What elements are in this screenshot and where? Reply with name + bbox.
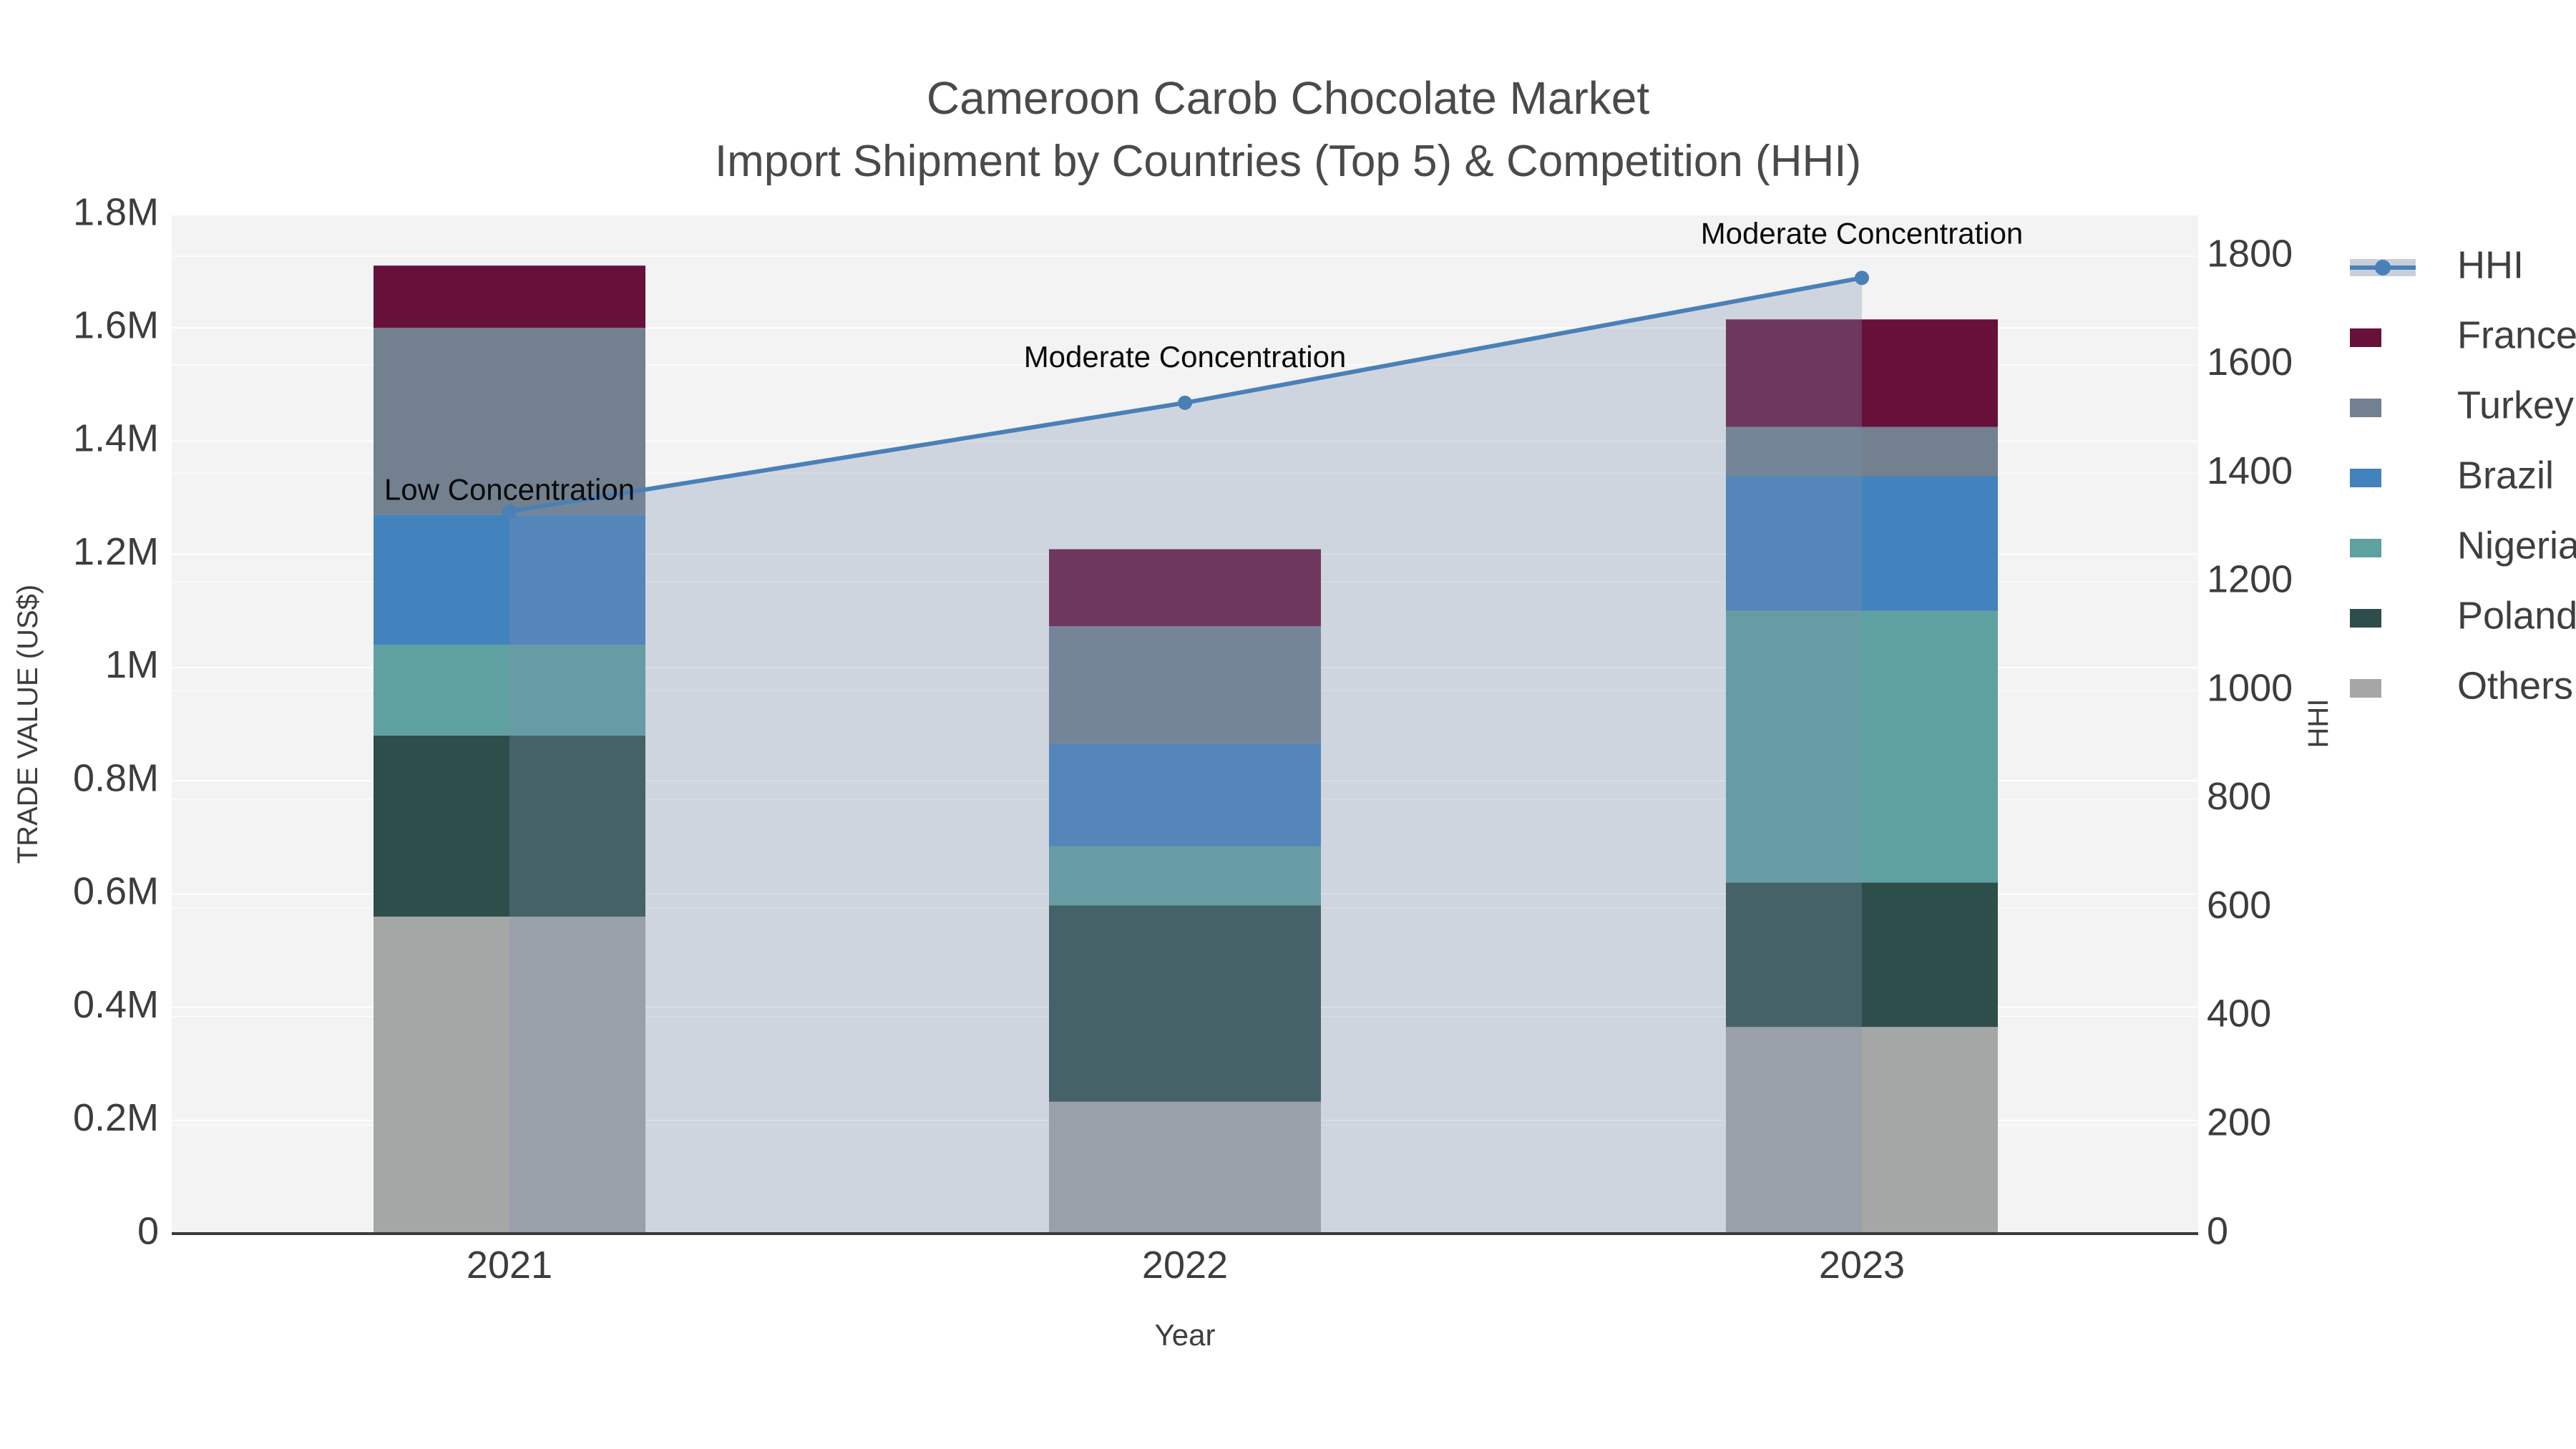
y-right-tick-label: 1800 xyxy=(2207,232,2293,275)
legend-swatch-turkey xyxy=(2350,399,2381,417)
legend-item-poland[interactable]: Poland xyxy=(2350,594,2576,637)
legend-label: Nigeria xyxy=(2457,524,2576,567)
legend-swatch-others xyxy=(2350,679,2381,698)
legend-label: Turkey xyxy=(2457,384,2574,426)
y-left-tick-label: 1.8M xyxy=(73,190,159,233)
y-right-axis-title: HHI xyxy=(2303,699,2334,748)
bar-segment-others-2022[interactable] xyxy=(1049,1101,1321,1234)
legend-swatch-poland xyxy=(2350,609,2381,628)
y-left-tick-label: 1.4M xyxy=(73,417,159,460)
legend-swatch-france xyxy=(2350,328,2381,347)
bar-segment-france-2021[interactable] xyxy=(374,265,645,328)
bar-segment-brazil-2023[interactable] xyxy=(1726,476,1998,611)
hhi-point-2023[interactable] xyxy=(1855,270,1869,286)
legend-label: Others xyxy=(2457,664,2573,707)
legend-item-brazil[interactable]: Brazil xyxy=(2350,454,2554,497)
y-left-axis-title: TRADE VALUE (US$) xyxy=(12,585,44,864)
y-left-tick-label: 1.2M xyxy=(73,530,159,573)
annotation-2023: Moderate Concentration xyxy=(1701,216,2024,250)
chart-title: Cameroon Carob Chocolate Market xyxy=(926,72,1650,124)
y-right-tick-label: 1200 xyxy=(2207,558,2293,601)
bar-segment-france-2023[interactable] xyxy=(1726,319,1998,427)
x-axis-title: Year xyxy=(1155,1318,1216,1352)
y-left-tick-label: 0 xyxy=(137,1209,159,1252)
x-tick-label-2022: 2022 xyxy=(1142,1244,1228,1287)
chart-subtitle: Import Shipment by Countries (Top 5) & C… xyxy=(714,137,1862,186)
bar-segment-turkey-2022[interactable] xyxy=(1049,626,1321,743)
legend-item-turkey[interactable]: Turkey xyxy=(2350,384,2574,426)
legend-label: Brazil xyxy=(2457,454,2554,497)
annotation-2021: Low Concentration xyxy=(384,473,635,507)
y-left-tick-label: 1.6M xyxy=(73,303,159,346)
legend-item-nigeria[interactable]: Nigeria xyxy=(2350,524,2576,567)
y-left-tick-label: 0.8M xyxy=(73,756,159,799)
y-left-tick-label: 1M xyxy=(105,643,159,686)
y-right-tick-label: 800 xyxy=(2207,775,2271,818)
y-right-tick-label: 1400 xyxy=(2207,449,2293,492)
bar-segment-nigeria-2021[interactable] xyxy=(374,645,645,736)
legend-swatch-brazil xyxy=(2350,469,2381,487)
y-left-tick-label: 0.4M xyxy=(73,983,159,1026)
legend-swatch-nigeria xyxy=(2350,539,2381,557)
annotation-2022: Moderate Concentration xyxy=(1024,340,1347,374)
y-right-tick-label: 600 xyxy=(2207,884,2271,927)
y-right-tick-label: 200 xyxy=(2207,1101,2271,1143)
legend-item-france[interactable]: France xyxy=(2350,313,2576,356)
legend-item-hhi[interactable]: HHI xyxy=(2350,243,2524,286)
legend-label: HHI xyxy=(2457,243,2524,286)
bar-segment-others-2023[interactable] xyxy=(1726,1027,1998,1234)
bar-segment-turkey-2023[interactable] xyxy=(1726,426,1998,477)
bar-segment-nigeria-2022[interactable] xyxy=(1049,846,1321,906)
y-right-tick-label: 400 xyxy=(2207,992,2271,1035)
hhi-area-fill xyxy=(509,278,1862,1234)
bar-segment-turkey-2021[interactable] xyxy=(374,328,645,515)
legend-label: France xyxy=(2457,313,2576,356)
bar-segment-poland-2023[interactable] xyxy=(1726,882,1998,1028)
x-tick-label-2023: 2023 xyxy=(1819,1244,1905,1287)
bar-segment-brazil-2021[interactable] xyxy=(374,514,645,645)
bar-segment-poland-2022[interactable] xyxy=(1049,905,1321,1102)
y-right-tick-label: 1600 xyxy=(2207,341,2293,384)
x-tick-label-2021: 2021 xyxy=(467,1244,552,1287)
bar-segment-poland-2021[interactable] xyxy=(374,735,645,917)
y-right-tick-label: 0 xyxy=(2207,1209,2228,1252)
legend-label: Poland xyxy=(2457,594,2576,637)
y-left-tick-label: 0.2M xyxy=(73,1096,159,1139)
legend-item-others[interactable]: Others xyxy=(2350,664,2573,707)
hhi-point-2022[interactable] xyxy=(1178,395,1192,410)
bar-segment-brazil-2022[interactable] xyxy=(1049,743,1321,847)
bar-segment-france-2022[interactable] xyxy=(1049,549,1321,627)
legend-hhi-marker-icon xyxy=(2375,260,2391,275)
hhi-point-2021[interactable] xyxy=(502,504,517,519)
y-right-tick-label: 1000 xyxy=(2207,666,2293,709)
bar-segment-nigeria-2023[interactable] xyxy=(1726,610,1998,883)
y-left-tick-label: 0.6M xyxy=(73,870,159,913)
bar-segment-others-2021[interactable] xyxy=(374,916,645,1234)
